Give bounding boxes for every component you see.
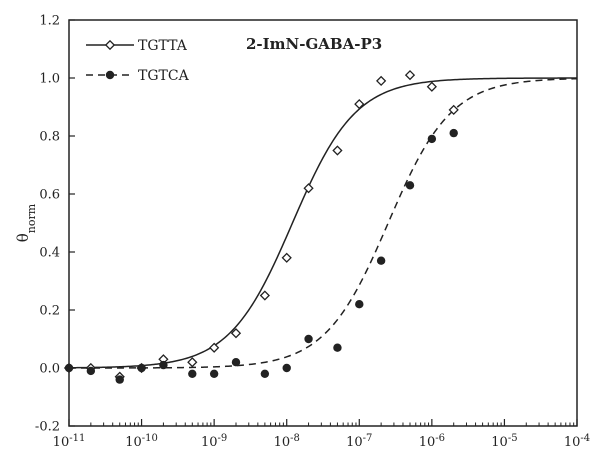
data-points — [63, 69, 459, 384]
x-tick-label: 10-4 — [564, 433, 590, 451]
y-tick-label: 0.4 — [39, 246, 60, 261]
y-axis-title-main: θ — [14, 233, 32, 242]
data-point-tgtca — [405, 181, 415, 190]
legend-label-tgtca: TGTCA — [138, 68, 190, 84]
data-point-tgtca — [282, 363, 291, 373]
data-point-tgtca — [86, 366, 96, 376]
data-point-tgtca — [115, 375, 124, 384]
data-point-tgtca — [231, 358, 241, 367]
x-tick-label: 10-7 — [346, 433, 372, 451]
legend-marker-tgtca — [105, 70, 115, 80]
x-tick-base: 10 — [53, 435, 70, 450]
x-tick-base: 10 — [125, 435, 142, 450]
legend-label-tgtta: TGTTA — [138, 38, 188, 54]
data-point-tgtta — [404, 69, 416, 81]
legend-marker-tgtta — [104, 39, 116, 51]
x-tick-base: 10 — [346, 435, 363, 450]
data-point-tgtta — [426, 81, 437, 92]
x-tick-base: 10 — [491, 435, 508, 450]
x-tick-exponent: -9 — [218, 433, 228, 444]
fit-curve-tgtta — [68, 77, 578, 369]
data-point-tgtta — [448, 104, 459, 116]
data-point-tgtta — [281, 252, 292, 263]
data-point-tgtca — [159, 360, 168, 370]
data-point-tgtca — [333, 343, 342, 352]
x-tick-base: 10 — [201, 435, 218, 450]
x-axis: 10-11 10-10 10-9 10-8 10-7 10-6 10-5 10-4 — [53, 419, 590, 450]
fit-curve-tgtca — [69, 77, 578, 369]
x-tick-label: 10-10 — [125, 433, 158, 451]
data-point-tgtca — [304, 334, 313, 344]
data-point-tgtta — [354, 98, 365, 110]
y-axis-title-sub: norm — [25, 203, 38, 233]
fit-curves — [68, 77, 578, 369]
x-tick-label: 10-6 — [419, 433, 445, 451]
y-tick-label: 0.2 — [39, 304, 60, 319]
y-axis-title: θnorm — [14, 203, 38, 242]
data-point-tgtta — [259, 290, 270, 301]
data-point-tgtta — [209, 342, 220, 353]
data-point-tgtta — [303, 183, 314, 194]
y-tick-label: 0.8 — [39, 130, 60, 145]
x-tick-exponent: -7 — [363, 433, 373, 444]
data-point-tgtta — [230, 328, 242, 339]
data-point-tgtca — [188, 369, 197, 378]
x-tick-label: 10-11 — [53, 433, 86, 451]
data-point-tgtta — [376, 75, 387, 87]
y-tick-label: 0.6 — [39, 188, 60, 203]
x-tick-label: 10-9 — [201, 433, 227, 451]
data-point-tgtca — [260, 369, 270, 378]
x-tick-label: 10-8 — [274, 433, 300, 451]
data-point-tgtca — [137, 363, 146, 373]
data-point-tgtca — [376, 256, 386, 265]
y-tick-label: -0.2 — [35, 420, 60, 435]
x-tick-exponent: -8 — [290, 433, 300, 444]
y-tick-label: 0.0 — [39, 362, 60, 377]
data-point-tgtta — [187, 357, 198, 368]
data-point-tgtta — [332, 145, 343, 156]
legend: TGTTA TGTCA — [86, 38, 190, 84]
x-tick-exponent: -6 — [435, 433, 445, 444]
y-tick-label: 1.2 — [39, 14, 60, 29]
x-tick-exponent: -5 — [508, 433, 518, 444]
x-tick-exponent: -10 — [142, 433, 158, 444]
x-tick-exponent: -4 — [580, 433, 590, 444]
x-tick-label: 10-5 — [491, 433, 517, 451]
data-point-tgtca — [64, 363, 74, 373]
data-point-tgtca — [355, 300, 364, 309]
data-point-tgtca — [449, 128, 458, 138]
plot-frame — [68, 19, 578, 427]
y-tick-label: 1.0 — [39, 72, 60, 87]
x-tick-exponent: -11 — [69, 433, 85, 444]
x-tick-base: 10 — [419, 435, 436, 450]
x-tick-base: 10 — [564, 435, 581, 450]
data-point-tgtca — [427, 134, 437, 144]
y-axis: -0.2 0.0 0.2 0.4 0.6 0.8 1.0 1.2 — [35, 14, 75, 435]
data-point-tgtca — [209, 369, 219, 378]
chart-title: 2-ImN-GABA-P3 — [246, 35, 382, 53]
x-tick-base: 10 — [274, 435, 291, 450]
